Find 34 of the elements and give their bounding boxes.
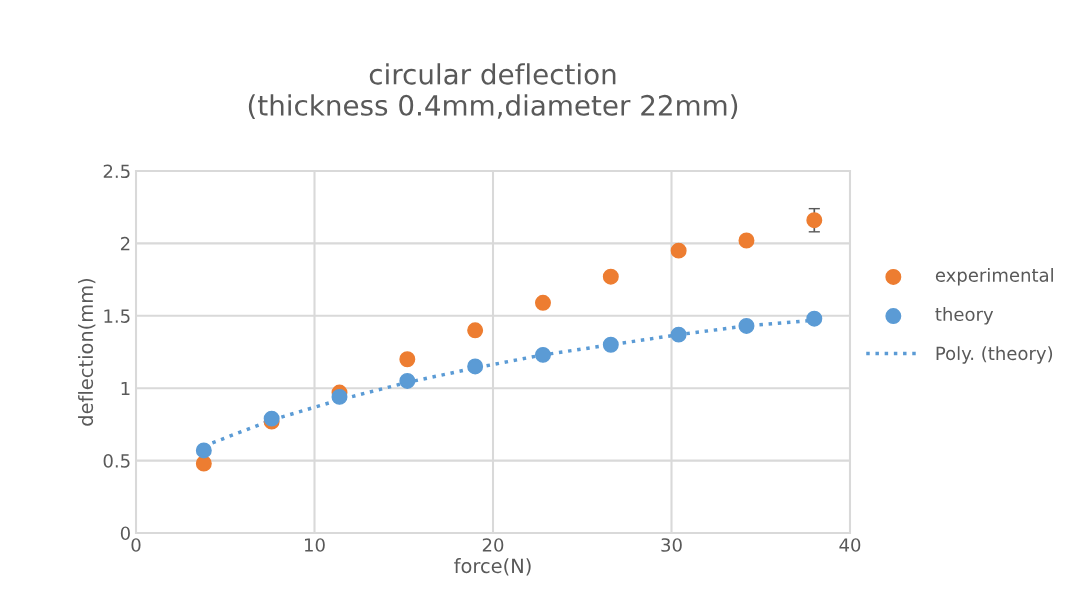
y-tick-label: 0.5 <box>103 454 130 468</box>
y-tick-label: 1.5 <box>104 309 130 323</box>
x-tick-label: 40 <box>839 538 861 552</box>
point <box>670 242 687 259</box>
point <box>806 310 823 327</box>
point <box>602 336 619 353</box>
point <box>738 317 755 334</box>
point <box>195 455 212 472</box>
x-axis-title: force(N) <box>454 558 531 576</box>
chart-title: circular deflection (thickness 0.4mm,diameter 22mm) <box>248 63 738 120</box>
legend-label: experimental <box>935 267 1053 286</box>
point <box>195 442 212 459</box>
y-tick-label: 1 <box>121 381 130 396</box>
y-axis-title: deflection(mm) <box>78 278 96 426</box>
point <box>602 268 619 285</box>
point <box>331 388 348 405</box>
legend-label: theory <box>935 307 994 325</box>
y-tick-label: 0 <box>120 526 130 541</box>
point <box>467 358 484 375</box>
point <box>535 346 551 363</box>
point <box>738 232 755 249</box>
x-tick-label: 10 <box>305 538 325 552</box>
point <box>467 322 484 339</box>
y-tick-label: 2 <box>120 236 130 251</box>
point <box>806 212 823 229</box>
point <box>535 294 551 311</box>
x-tick-label: 0 <box>131 538 141 552</box>
x-tick-label: 30 <box>661 538 682 552</box>
y-tick-label: 2.5 <box>103 164 130 179</box>
point <box>399 372 416 389</box>
point <box>399 351 416 368</box>
point <box>670 326 687 343</box>
legend-label: Poly. (theory) <box>936 346 1053 364</box>
x-tick-label: 20 <box>482 538 504 552</box>
